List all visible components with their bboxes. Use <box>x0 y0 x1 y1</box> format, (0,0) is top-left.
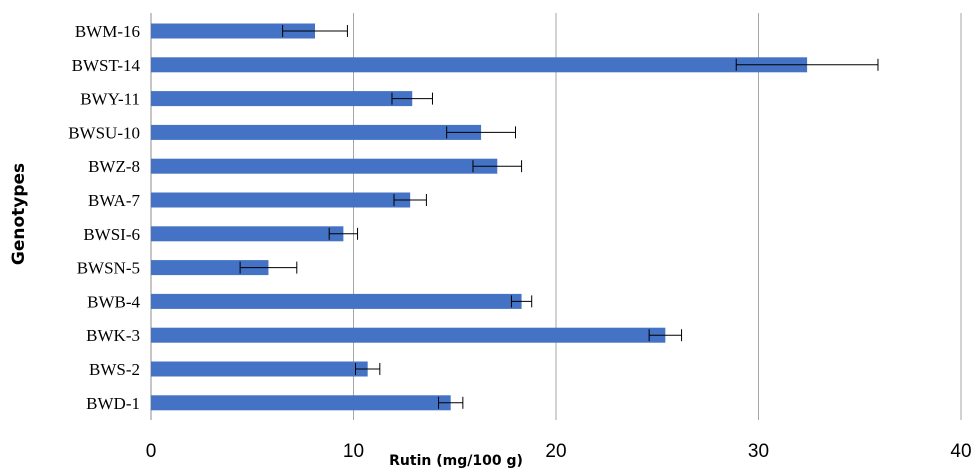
x-tick-labels: 0 10 20 30 40 <box>146 441 972 462</box>
bar-bwy-11 <box>151 91 413 107</box>
category-label-bwm-16: BWM-16 <box>75 22 140 41</box>
error-bar-bwsu-10 <box>446 126 516 139</box>
error-bar-bwb-4 <box>510 295 533 308</box>
x-tick-20: 20 <box>545 441 566 462</box>
category-label-bwsn-5: BWSN-5 <box>77 259 140 278</box>
category-label-bwy-11: BWY-11 <box>80 90 140 109</box>
error-bar-bwst-14 <box>735 58 879 71</box>
error-bar-bwm-16 <box>282 25 348 37</box>
x-tick-40: 40 <box>950 441 971 462</box>
error-bar-bwsn-5 <box>239 261 298 274</box>
x-axis-title: Rutin (mg/100 g) <box>389 453 523 469</box>
bar-bwa-7 <box>151 192 411 208</box>
category-label-bwb-4: BWB-4 <box>87 292 140 311</box>
error-bar-bws-2 <box>355 363 381 375</box>
x-tick-10: 10 <box>343 441 364 462</box>
category-labels: BWM-16 BWST-14 BWY-11 BWSU-10 BWZ-8 BWA-7 BWSI… <box>68 22 140 413</box>
bar-bwz-8 <box>151 158 498 174</box>
bar-bwsi-6 <box>151 226 344 242</box>
gridlines <box>150 13 962 420</box>
bar-bwsu-10 <box>151 124 482 140</box>
error-bar-bwk-3 <box>648 329 683 342</box>
bar-bwst-14 <box>151 57 808 73</box>
category-label-bwd-1: BWD-1 <box>86 394 140 413</box>
category-label-bwz-8: BWZ-8 <box>88 157 140 176</box>
bar-bwm-16 <box>151 23 316 39</box>
error-bars <box>239 25 879 409</box>
y-axis-title: Genotypes <box>9 163 29 265</box>
error-bar-bwsi-6 <box>328 227 359 240</box>
bar-bwd-1 <box>151 395 451 411</box>
bar-bwk-3 <box>151 327 666 343</box>
error-bar-bwd-1 <box>438 396 464 409</box>
x-tick-0: 0 <box>146 441 157 462</box>
error-bar-bwy-11 <box>391 92 433 105</box>
category-label-bwsi-6: BWSI-6 <box>83 225 140 244</box>
bar-bws-2 <box>151 361 368 377</box>
error-bar-bwa-7 <box>393 194 427 206</box>
bar-bwsn-5 <box>151 260 269 276</box>
category-label-bwa-7: BWA-7 <box>88 191 140 210</box>
error-bar-bwz-8 <box>472 160 523 173</box>
category-label-bwst-14: BWST-14 <box>72 56 141 75</box>
bar-bwb-4 <box>151 293 522 309</box>
x-tick-30: 30 <box>748 441 769 462</box>
category-label-bwk-3: BWK-3 <box>86 326 140 345</box>
category-label-bws-2: BWS-2 <box>89 360 140 379</box>
category-label-bwsu-10: BWSU-10 <box>68 123 140 142</box>
bars <box>151 23 808 411</box>
